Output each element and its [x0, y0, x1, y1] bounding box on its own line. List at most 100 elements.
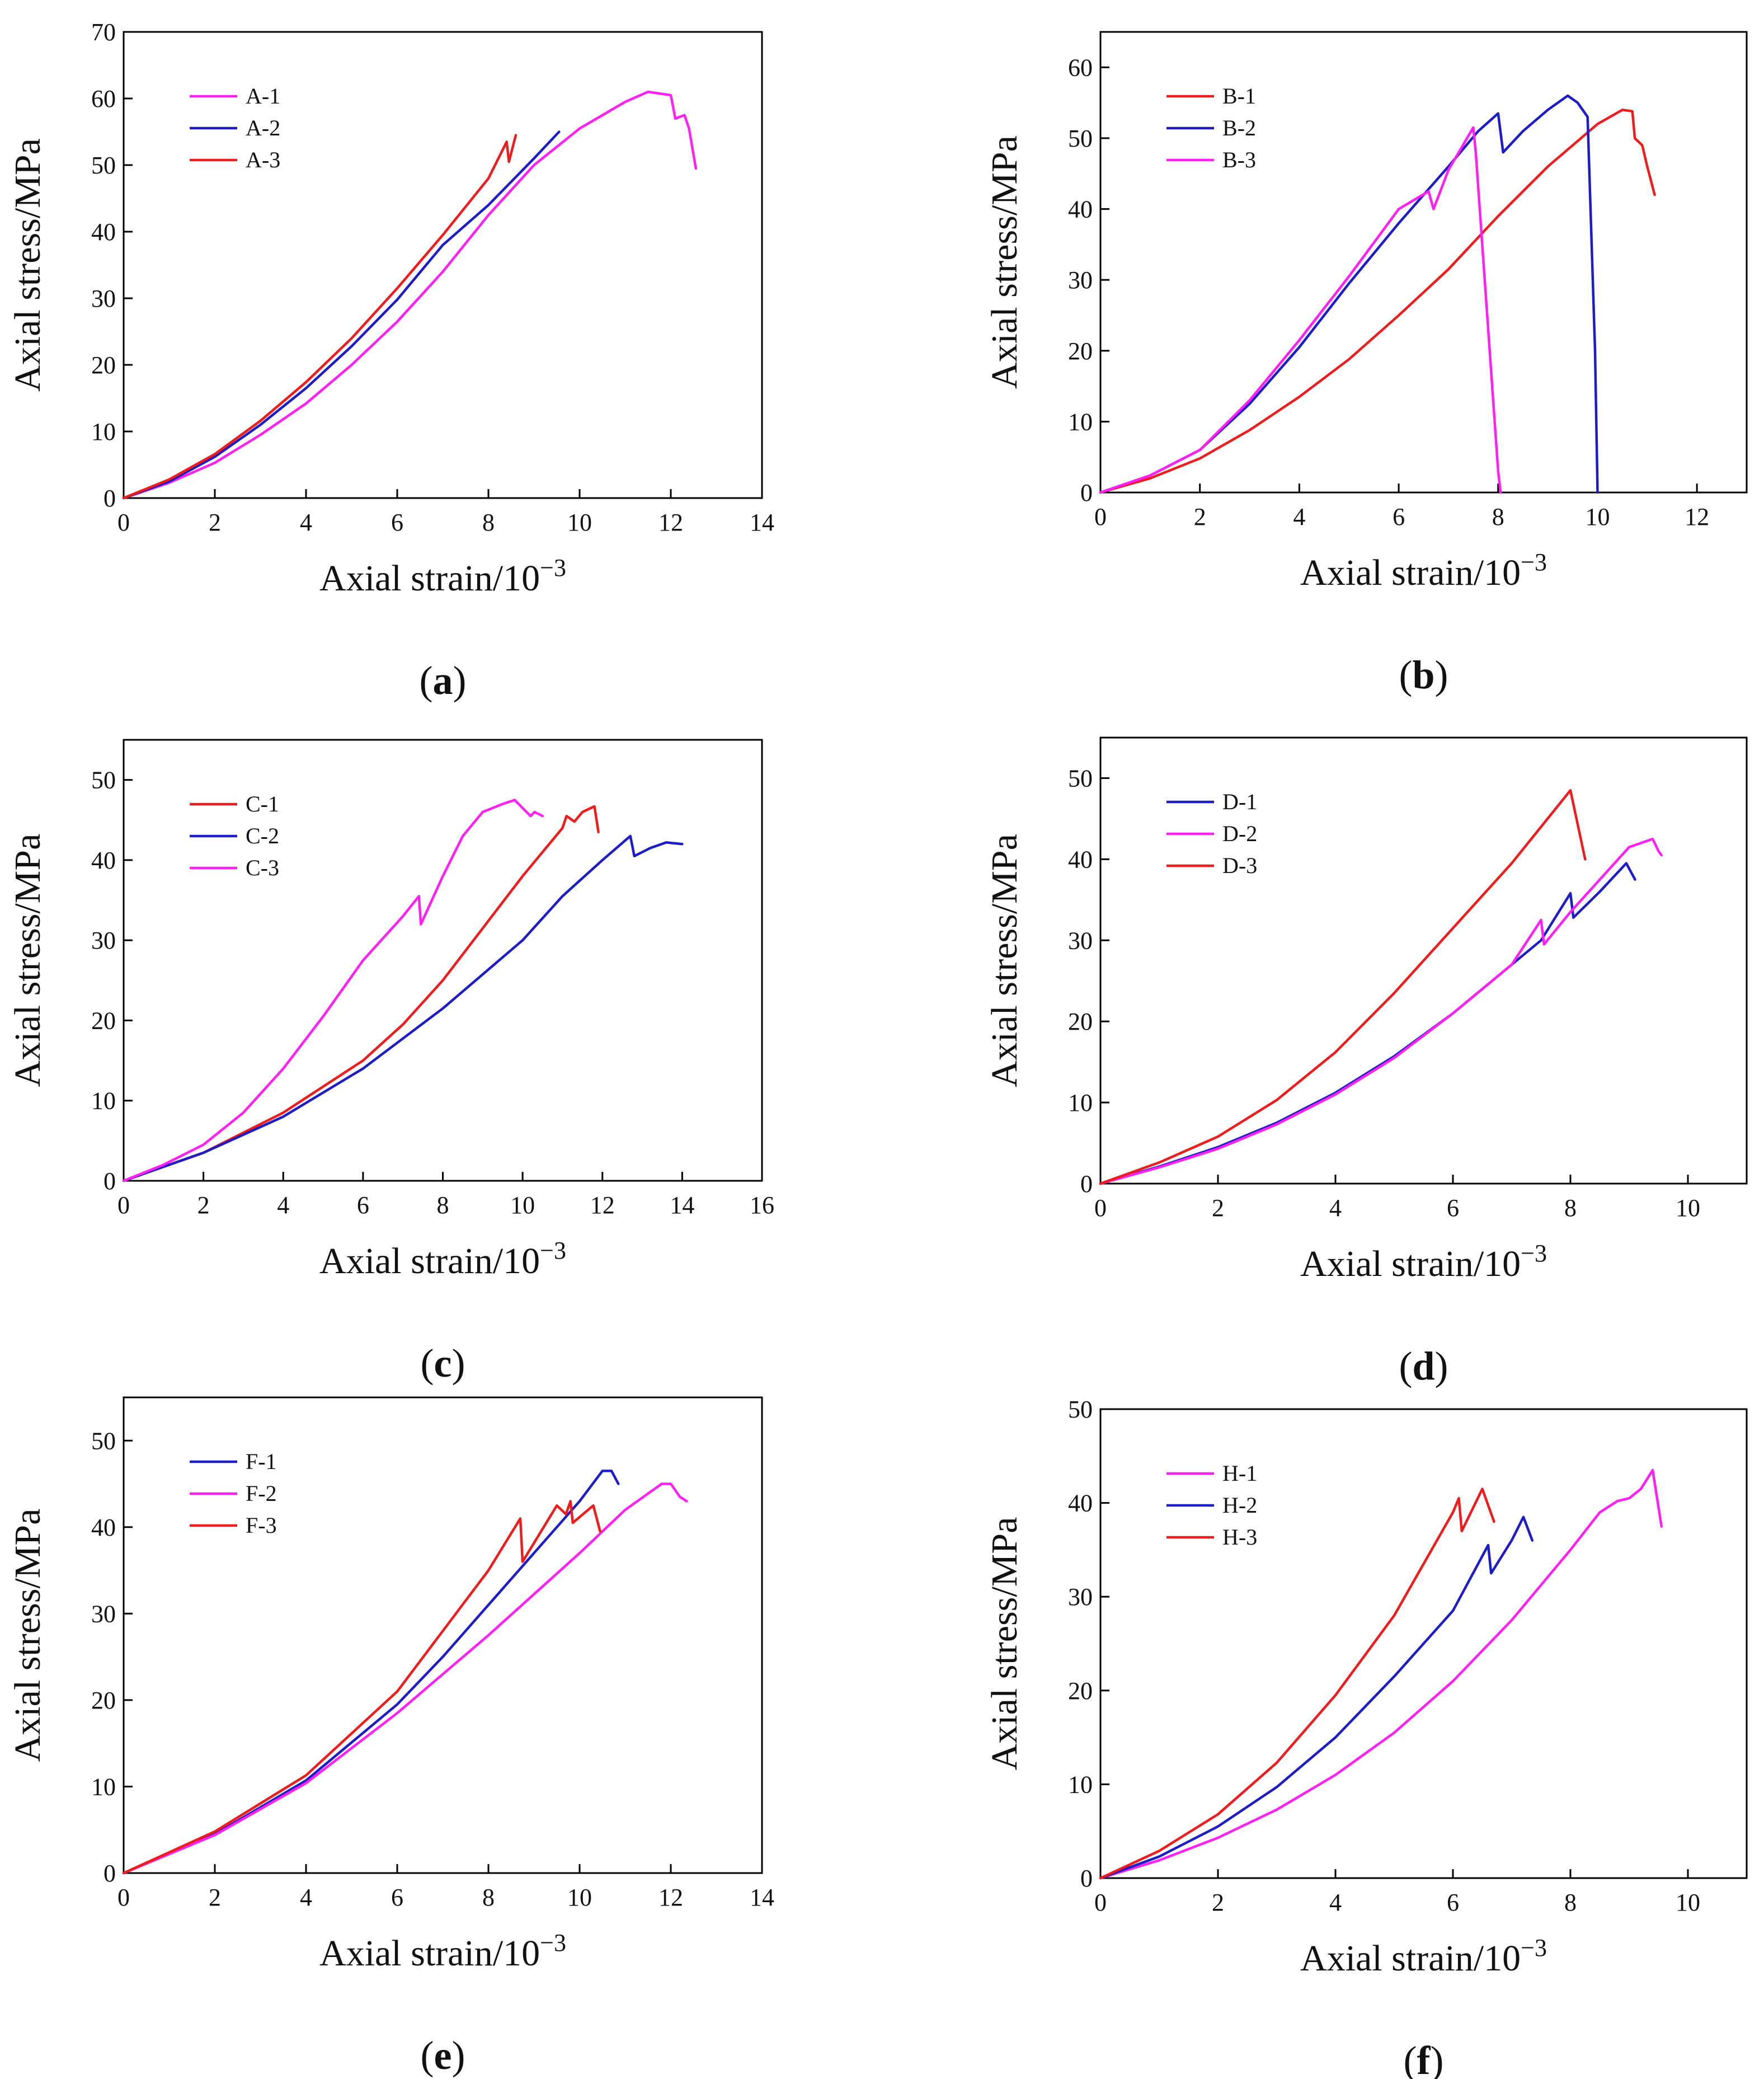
- x-tick-label: 8: [482, 1884, 495, 1911]
- chart-panel-c: 0 2 4 6 8 10 12 14 16 0 10 20 30 40 50 Axial strain/10−…: [7, 739, 774, 1386]
- y-axis-title: Axial stress/MPa: [7, 138, 48, 392]
- y-tick-label: 50: [1068, 764, 1093, 792]
- legend-label: A-3: [246, 147, 280, 172]
- plot-frame: [123, 739, 763, 1182]
- x-tick-label: 2: [209, 509, 221, 536]
- x-tick-label: 6: [1393, 503, 1405, 531]
- y-tick-label: 30: [1068, 266, 1093, 294]
- y-tick-label: 30: [1068, 927, 1093, 954]
- x-tick-label: 16: [750, 1191, 774, 1219]
- legend-label: C-2: [246, 823, 279, 848]
- y-tick-label: 20: [91, 1687, 116, 1714]
- panel-caption-letter: f: [1417, 2038, 1431, 2079]
- x-tick-label: 6: [1447, 1889, 1459, 1916]
- x-axis-title-exponent: −3: [1521, 1240, 1547, 1267]
- x-tick-label: 2: [1212, 1194, 1224, 1222]
- series-line-D-1: [1099, 862, 1636, 1185]
- x-tick-label: 10: [1676, 1889, 1700, 1916]
- legend-label: C-1: [246, 791, 279, 816]
- legend-label: F-1: [246, 1449, 277, 1474]
- y-tick-label: 40: [1068, 846, 1093, 873]
- chart-panel-a: 0 2 4 6 8 10 12 14 0 10 20 30 40 50 60 70 Axial strain/1…: [7, 18, 774, 703]
- series-line-C-2: [122, 834, 684, 1182]
- series-line-D-2: [1099, 837, 1663, 1185]
- plot-frame: [1099, 1408, 1748, 1879]
- x-tick-label: 6: [1447, 1194, 1459, 1222]
- x-tick-label: 2: [1194, 503, 1206, 531]
- panel-caption-letter: a: [433, 658, 453, 703]
- y-tick-label: 40: [1068, 1490, 1093, 1517]
- legend-label: D-1: [1222, 789, 1257, 814]
- y-tick-label: 10: [91, 418, 116, 445]
- plot-frame: [1099, 31, 1748, 494]
- series-line-C-1: [122, 805, 600, 1182]
- y-tick-label: 30: [91, 285, 116, 312]
- y-tick-label: 20: [91, 351, 116, 379]
- x-tick-label: 0: [1094, 1194, 1107, 1222]
- series-line-C-3: [122, 799, 544, 1182]
- panel-caption-letter: b: [1412, 653, 1434, 697]
- x-tick-label: 14: [750, 509, 774, 536]
- x-axis-title: Axial strain/10−3: [1300, 1240, 1547, 1284]
- x-tick-label: 14: [670, 1191, 694, 1219]
- x-tick-label: 14: [750, 1884, 774, 1911]
- legend-label: F-3: [246, 1513, 277, 1538]
- y-tick-label: 40: [91, 1514, 116, 1541]
- y-tick-label: 0: [104, 1167, 116, 1195]
- y-axis-title: Axial stress/MPa: [984, 834, 1025, 1087]
- series-line-A-2: [122, 130, 561, 500]
- x-tick-label: 4: [300, 509, 312, 536]
- y-tick-label: 20: [1068, 337, 1093, 365]
- x-axis-title: Axial strain/10−3: [1300, 548, 1547, 593]
- series-line-A-3: [122, 134, 518, 500]
- x-axis-title: Axial strain/10−3: [319, 1237, 566, 1282]
- y-tick-label: 10: [1068, 408, 1093, 435]
- y-tick-label: 20: [1068, 1008, 1093, 1035]
- y-tick-label: 50: [91, 767, 116, 794]
- x-tick-label: 8: [1492, 503, 1504, 531]
- panel-caption-letter: e: [434, 2033, 452, 2078]
- y-tick-label: 0: [104, 485, 116, 512]
- panel-caption: (b): [1399, 653, 1448, 697]
- panel-caption: (d): [1399, 1344, 1448, 1388]
- y-axis-title: Axial stress/MPa: [7, 1509, 48, 1762]
- x-tick-label: 12: [590, 1191, 615, 1219]
- x-axis-title-exponent: −3: [540, 1929, 566, 1956]
- series-line-F-1: [122, 1470, 620, 1875]
- y-axis-title: Axial stress/MPa: [7, 834, 48, 1087]
- y-tick-label: 30: [91, 1600, 116, 1627]
- y-axis-title: Axial stress/MPa: [984, 135, 1025, 389]
- y-tick-label: 0: [1080, 1170, 1093, 1198]
- legend-label: B-2: [1222, 115, 1256, 140]
- x-axis-title: Axial strain/10−3: [319, 554, 566, 599]
- x-tick-label: 8: [1564, 1194, 1577, 1222]
- x-tick-label: 4: [1329, 1194, 1342, 1222]
- panel-caption: (f): [1404, 2038, 1444, 2079]
- x-tick-label: 0: [117, 1884, 130, 1911]
- plot-frame: [1099, 736, 1748, 1185]
- y-tick-label: 40: [91, 847, 116, 874]
- y-tick-label: 0: [104, 1860, 116, 1887]
- x-tick-label: 8: [1564, 1889, 1577, 1916]
- x-tick-label: 10: [567, 509, 592, 536]
- legend-label: A-1: [246, 83, 280, 109]
- legend-label: B-1: [1222, 83, 1256, 109]
- x-tick-label: 4: [277, 1191, 289, 1219]
- x-tick-label: 10: [567, 1884, 592, 1911]
- y-tick-label: 50: [91, 1427, 116, 1454]
- x-tick-label: 10: [1585, 503, 1610, 531]
- series-line-F-2: [122, 1482, 688, 1875]
- y-tick-label: 40: [1068, 196, 1093, 223]
- y-tick-label: 10: [91, 1087, 116, 1115]
- x-tick-label: 4: [300, 1884, 312, 1911]
- x-tick-label: 6: [391, 509, 403, 536]
- y-tick-label: 50: [1068, 1396, 1093, 1423]
- x-axis-title-exponent: −3: [540, 554, 566, 581]
- chart-panel-b: 0 2 4 6 8 10 12 0 10 20 30 40 50 60 Axial strain/10−3 A…: [984, 31, 1748, 697]
- x-axis-title: Axial strain/10−3: [319, 1929, 566, 1974]
- x-axis-title-exponent: −3: [540, 1237, 566, 1264]
- y-tick-label: 50: [1068, 125, 1093, 152]
- x-tick-label: 6: [391, 1884, 403, 1911]
- x-tick-label: 0: [117, 509, 130, 536]
- y-tick-label: 60: [91, 85, 116, 112]
